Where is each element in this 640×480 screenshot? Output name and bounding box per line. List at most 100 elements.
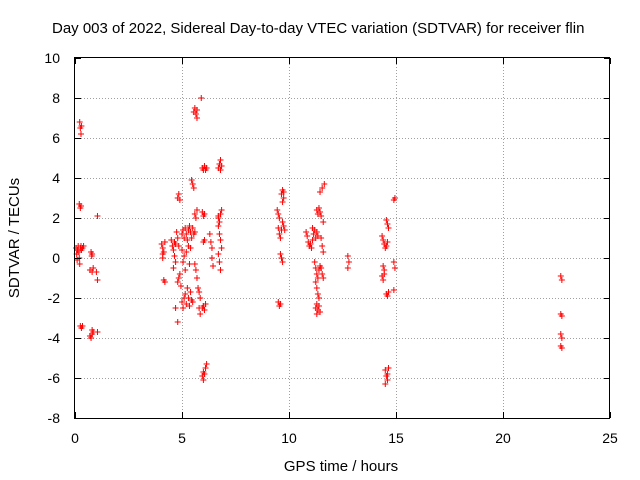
data-point — [313, 285, 320, 291]
data-point — [279, 219, 286, 225]
data-point — [94, 277, 101, 283]
data-point — [314, 275, 321, 281]
data-point — [170, 265, 177, 271]
data-point — [200, 377, 207, 383]
data-point — [312, 279, 319, 285]
axis-ticks: 0 5 10 15 20 25 -8 -6 -4 -2 0 2 4 6 8 10 — [44, 50, 618, 446]
data-point — [88, 335, 95, 341]
data-point — [278, 255, 285, 261]
data-point — [183, 249, 190, 255]
y-tick-label: 2 — [52, 210, 60, 226]
data-point — [216, 231, 223, 237]
data-point — [379, 233, 386, 239]
data-point — [176, 271, 183, 277]
data-point — [320, 219, 327, 225]
data-point — [383, 217, 390, 223]
data-point — [215, 251, 222, 257]
data-point — [280, 189, 287, 195]
data-point — [197, 295, 204, 301]
data-point — [174, 279, 181, 285]
y-tick-label: 8 — [52, 90, 60, 106]
data-point — [558, 335, 565, 341]
data-point — [187, 289, 194, 295]
data-point — [161, 279, 168, 285]
data-point — [318, 265, 325, 271]
data-point — [159, 251, 166, 257]
data-point — [198, 95, 205, 101]
data-point — [203, 165, 210, 171]
data-point — [276, 231, 283, 237]
data-point — [174, 235, 181, 241]
data-point — [201, 237, 208, 243]
data-point — [311, 259, 318, 265]
data-point — [197, 311, 204, 317]
data-point — [315, 205, 322, 211]
data-point — [318, 213, 325, 219]
data-point — [161, 239, 168, 245]
data-point — [173, 229, 180, 235]
data-point — [208, 245, 215, 251]
data-point — [174, 319, 181, 325]
data-point — [191, 211, 198, 217]
data-point — [77, 203, 84, 209]
data-point — [210, 263, 217, 269]
data-point — [380, 263, 387, 269]
data-point — [277, 235, 284, 241]
data-point — [385, 365, 392, 371]
data-point — [189, 299, 196, 305]
data-point — [180, 305, 187, 311]
data-point — [89, 327, 96, 333]
data-point — [181, 235, 188, 241]
data-point — [94, 329, 101, 335]
y-tick-label: -2 — [48, 290, 61, 306]
data-point — [218, 245, 225, 251]
x-tick-label: 0 — [71, 430, 79, 446]
data-point — [280, 195, 287, 201]
data-point — [304, 233, 311, 239]
data-point — [303, 229, 310, 235]
data-point — [192, 267, 199, 273]
grid — [75, 58, 610, 418]
data-point — [201, 307, 208, 313]
data-point — [175, 243, 182, 249]
data-point — [175, 275, 182, 281]
y-tick-label: -4 — [48, 330, 61, 346]
data-point — [181, 253, 188, 259]
data-point — [319, 243, 326, 249]
data-point — [317, 189, 324, 195]
x-axis-label: GPS time / hours — [284, 458, 398, 475]
data-point — [279, 259, 286, 265]
x-tick-label: 20 — [495, 430, 511, 446]
y-axis-label: SDTVAR / TECUs — [6, 178, 23, 298]
data-point — [196, 289, 203, 295]
data-point — [345, 259, 352, 265]
data-point — [177, 283, 184, 289]
data-point — [182, 291, 189, 297]
x-tick-label: 25 — [602, 430, 618, 446]
data-point — [277, 301, 284, 307]
data-point — [557, 331, 564, 337]
data-point — [193, 207, 200, 213]
data-point — [320, 249, 327, 255]
data-point — [558, 277, 565, 283]
data-point — [319, 185, 326, 191]
data-point — [200, 369, 207, 375]
data-point — [93, 269, 100, 275]
x-tick-label: 5 — [178, 430, 186, 446]
data-point — [182, 225, 189, 231]
data-point — [206, 231, 213, 237]
data-point — [319, 271, 326, 277]
y-tick-label: -8 — [48, 410, 61, 426]
data-point — [384, 371, 391, 377]
data-point — [175, 191, 182, 197]
data-point — [183, 231, 190, 237]
data-point — [390, 287, 397, 293]
data-point — [207, 239, 214, 245]
data-point — [191, 261, 198, 267]
data-point — [176, 197, 183, 203]
data-point — [384, 239, 391, 245]
data-point — [385, 225, 392, 231]
data-point — [187, 245, 194, 251]
data-point — [189, 225, 196, 231]
data-point — [317, 309, 324, 315]
